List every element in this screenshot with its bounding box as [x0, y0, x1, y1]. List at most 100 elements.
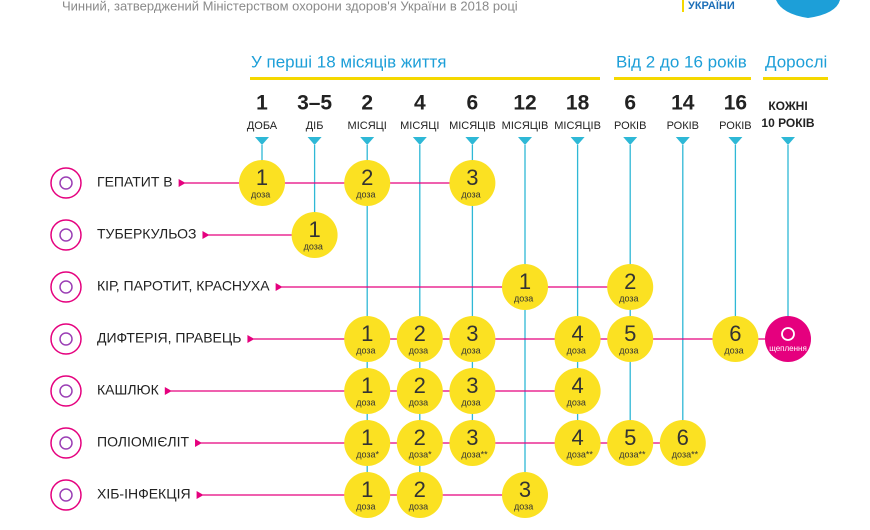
row-label: ХІБ-ІНФЕКЦІЯ [97, 486, 191, 502]
column-top: 6 [467, 92, 479, 115]
column-pointer [465, 137, 480, 145]
column-top: 4 [414, 92, 426, 115]
column-top: 12 [513, 92, 536, 115]
column-bottom: МІСЯЦІ [348, 120, 387, 132]
dose-badge [344, 160, 391, 206]
group-underline [614, 77, 751, 80]
row-label: ПОЛІОМІЄЛІТ [97, 434, 189, 450]
dose-label: доза [409, 345, 428, 355]
dose-badge [554, 316, 601, 362]
row-icon-core [59, 332, 73, 346]
marks: 1доза2доза3доза1доза1доза2доза1доза2доза… [239, 160, 811, 518]
row-arrow [196, 491, 204, 499]
dose-number: 3 [466, 425, 478, 450]
dose-badge [659, 420, 706, 466]
dose-label: доза** [619, 449, 646, 459]
dose-label: доза [409, 397, 428, 407]
dose-label: доза [356, 345, 375, 355]
group-underline [250, 77, 600, 80]
row-label: ДИФТЕРІЯ, ПРАВЕЦЬ [97, 330, 241, 346]
dose-badge [239, 160, 285, 206]
dose-badge [449, 368, 496, 414]
dose-badge [344, 472, 391, 518]
dose-label: доза [356, 501, 375, 511]
column-bottom: ДОБА [247, 120, 278, 132]
dose-label: доза [567, 397, 586, 407]
dose-number: 1 [361, 373, 373, 398]
dose-number: 4 [571, 373, 583, 398]
column-pointer [255, 137, 269, 145]
row-icon [50, 167, 82, 199]
row-icon [50, 219, 82, 251]
dose-label: доза [567, 345, 586, 355]
dose-label: доза** [461, 449, 488, 459]
row-label: ГЕПАТИТ В [97, 174, 173, 190]
column-bottom: РОКІВ [719, 120, 751, 132]
column-pointer [781, 137, 795, 145]
dose-label: доза* [409, 449, 432, 459]
column-pointer [518, 137, 532, 145]
dose-badge [502, 472, 548, 518]
column-pointer [570, 137, 585, 145]
dose-badge [449, 420, 496, 466]
repeat-icon [781, 327, 795, 341]
column-pointer [307, 137, 322, 145]
dose-label: доза** [672, 449, 699, 459]
logo-shape [776, 0, 840, 18]
row-label: КІР, ПАРОТИТ, КРАСНУХА [97, 278, 270, 294]
logo-text: УКРАЇНИ [688, 0, 735, 12]
dose-label: доза [461, 345, 480, 355]
row-icon [50, 323, 82, 355]
row-icon [50, 271, 82, 303]
dose-label: доза [304, 241, 323, 251]
dose-number: 4 [571, 321, 583, 346]
row-arrow [275, 283, 283, 291]
column-pointer [728, 137, 743, 145]
group-header: У перші 18 місяців життя [251, 52, 447, 71]
row-icon [50, 375, 82, 407]
column-top: 1 [256, 92, 268, 115]
dose-number: 5 [624, 425, 636, 450]
row-icon-core [59, 176, 73, 190]
dose-number: 2 [361, 165, 373, 190]
group-header: Від 2 до 16 років [616, 52, 747, 71]
dose-number: 5 [624, 321, 636, 346]
dose-number: 3 [466, 321, 478, 346]
column-bottom: РОКІВ [614, 120, 646, 132]
dose-label: доза** [567, 449, 594, 459]
dose-number: 1 [256, 165, 268, 190]
column-pointer [360, 137, 375, 145]
row-label: КАШЛЮК [97, 382, 160, 398]
column-top: 2 [361, 92, 373, 115]
column-bottom: ДІБ [306, 120, 324, 132]
group-underline [763, 77, 828, 80]
dose-badge [607, 420, 654, 466]
column-pointer [675, 137, 690, 145]
row-icon-core [59, 384, 73, 398]
column-bottom: МІСЯЦІВ [449, 120, 496, 132]
dose-badge [291, 212, 338, 258]
column-top: 14 [671, 92, 695, 115]
dose-badge [712, 316, 759, 362]
dose-number: 2 [624, 269, 636, 294]
dose-label: доза [619, 293, 638, 303]
dose-number: 6 [677, 425, 689, 450]
dose-badge [607, 264, 654, 310]
dose-number: 3 [466, 165, 478, 190]
dose-label: доза [461, 189, 480, 199]
row-icon [50, 479, 82, 511]
row-label: ТУБЕРКУЛЬОЗ [97, 226, 196, 242]
column-top: 6 [624, 92, 636, 115]
row-arrow [247, 335, 255, 343]
dose-number: 6 [729, 321, 741, 346]
dose-badge [396, 316, 443, 362]
dose-number: 1 [361, 425, 373, 450]
row-icon-core [59, 228, 73, 242]
row-arrow [195, 439, 203, 447]
dose-badge [502, 264, 548, 310]
column-top: 3–5 [297, 92, 332, 115]
column-bottom: МІСЯЦІВ [502, 120, 549, 132]
column-top: КОЖНІ [768, 99, 807, 113]
dose-label: доза [724, 345, 743, 355]
